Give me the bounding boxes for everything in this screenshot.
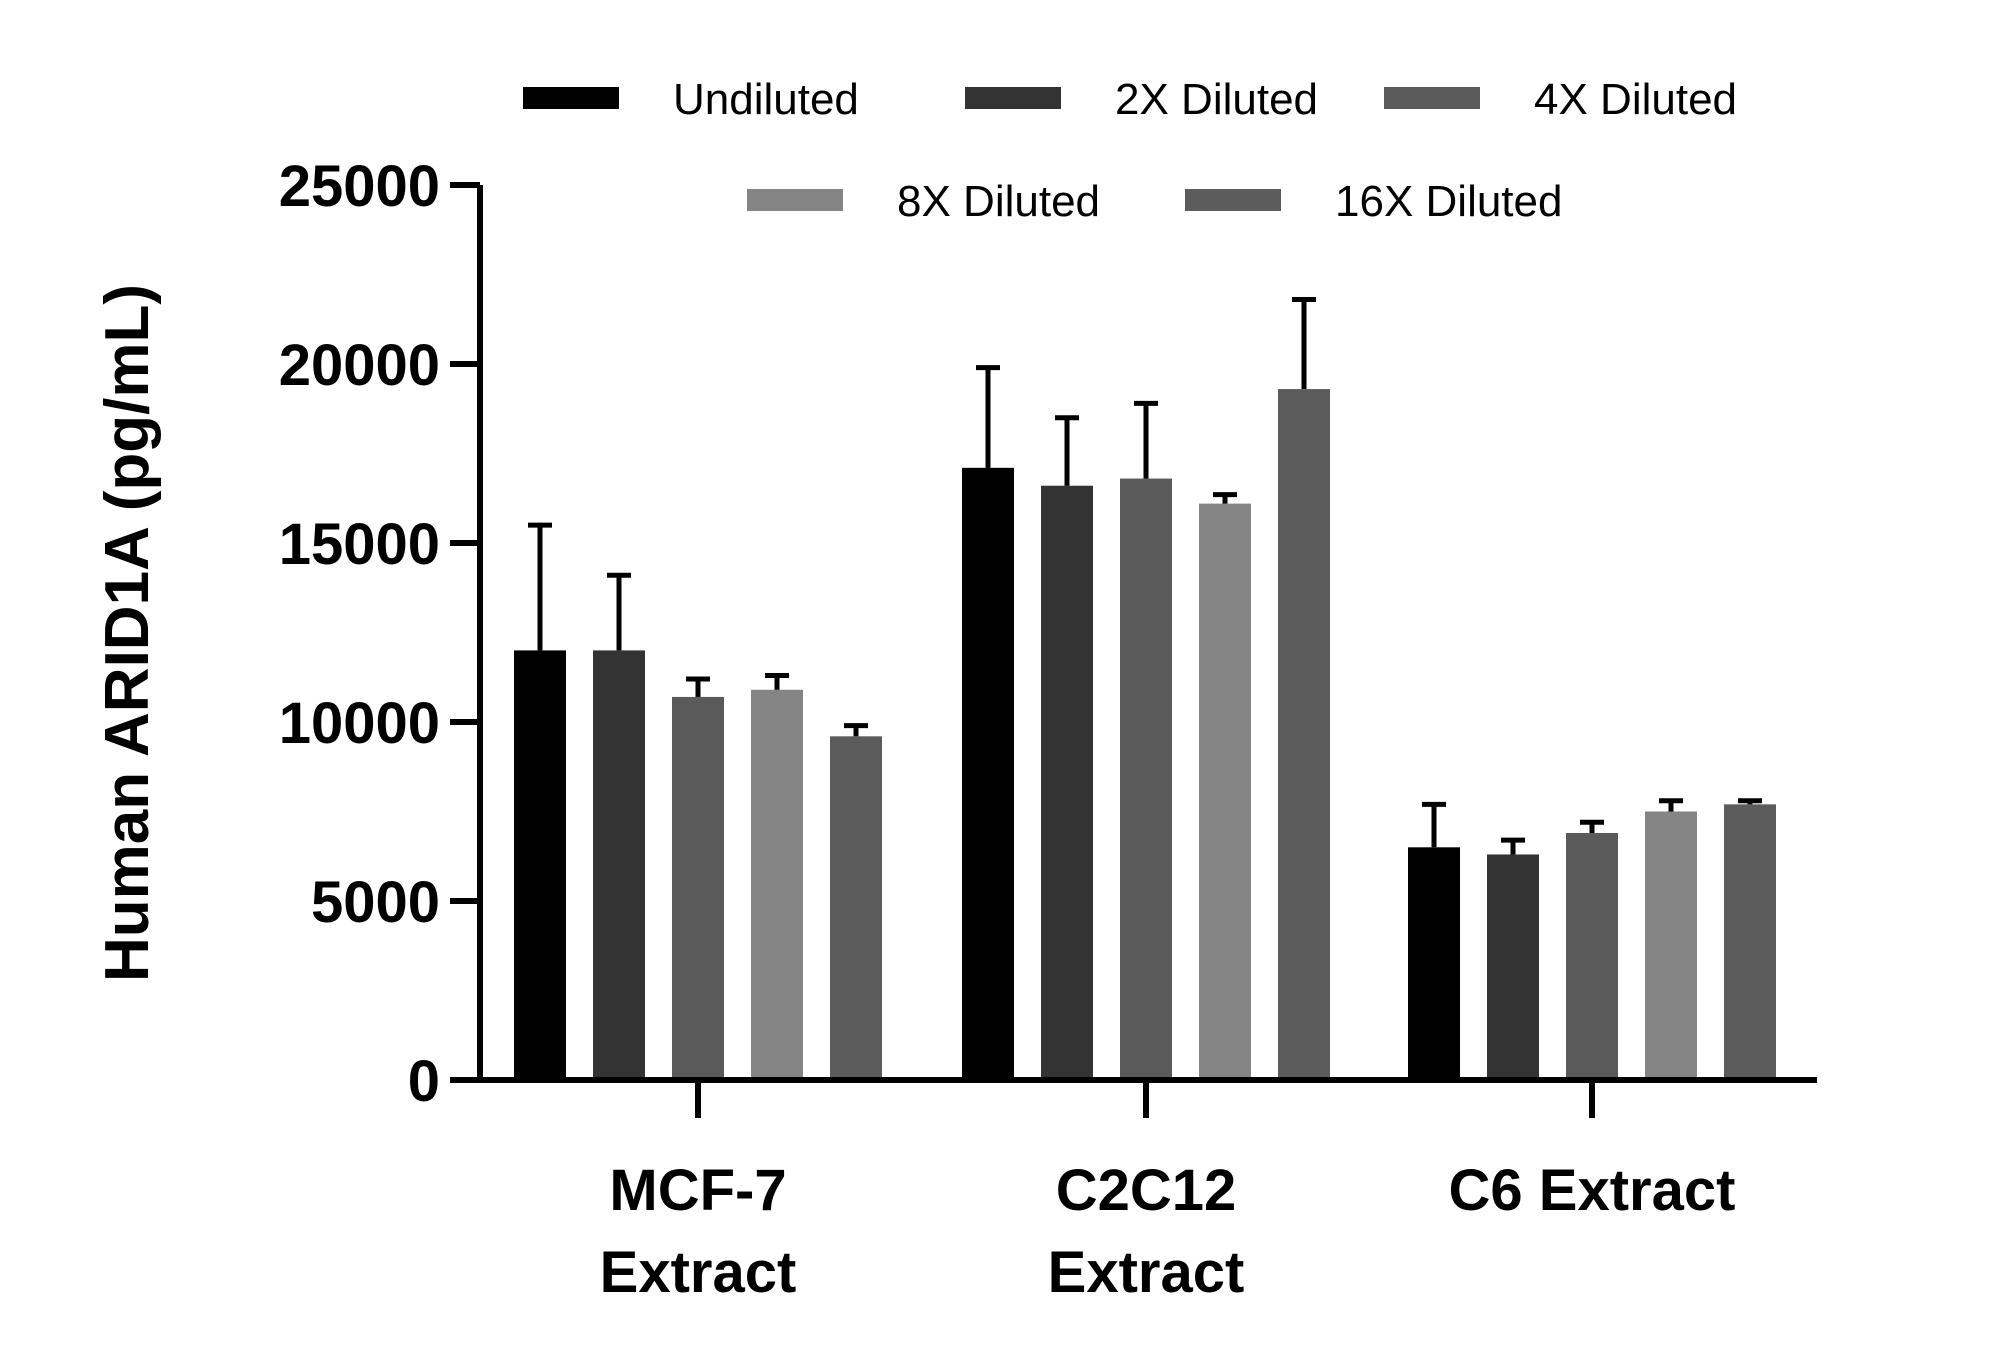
bar — [1645, 811, 1697, 1080]
legend-swatch — [523, 87, 619, 109]
bar — [1199, 503, 1251, 1080]
bar — [751, 689, 803, 1080]
legend-swatch — [747, 189, 843, 211]
legend-swatch — [1384, 87, 1480, 109]
x-category-label: Extract — [1048, 1240, 1245, 1305]
error-bars-group — [528, 297, 1762, 855]
bar — [593, 650, 645, 1080]
bar — [830, 736, 882, 1080]
x-ticks: MCF-7 Extract C2C12 Extract C6 Extract — [600, 1080, 1736, 1305]
y-axis-title: Human ARID1A (pg/mL) — [93, 284, 162, 982]
legend-label: 8X Diluted — [897, 177, 1100, 226]
bar — [1041, 485, 1093, 1081]
bar — [1724, 804, 1776, 1080]
bar — [672, 696, 724, 1080]
legend-label: Undiluted — [673, 75, 859, 124]
y-tick-label: 5000 — [311, 870, 440, 935]
bar — [1487, 854, 1539, 1080]
bar-series-group — [514, 389, 1776, 1081]
y-tick-label: 20000 — [279, 333, 440, 398]
y-tick-label: 0 — [408, 1049, 440, 1114]
legend: Undiluted 2X Diluted 4X Diluted 8X Diluted 1… — [523, 75, 1737, 226]
bar — [1566, 832, 1618, 1080]
bar — [1278, 389, 1330, 1080]
x-category-label: C2C12 — [1056, 1158, 1237, 1223]
legend-label: 4X Diluted — [1534, 75, 1737, 124]
legend-swatch — [1185, 189, 1281, 211]
legend-label: 16X Diluted — [1335, 177, 1562, 226]
y-ticks: 0 5000 10000 15000 20000 25000 — [279, 154, 480, 1114]
x-category-label: Extract — [600, 1240, 797, 1305]
legend-label: 2X Diluted — [1115, 75, 1318, 124]
bar — [962, 467, 1014, 1080]
y-tick-label: 15000 — [279, 512, 440, 577]
y-tick-label: 25000 — [279, 154, 440, 219]
x-category-label: C6 Extract — [1449, 1158, 1736, 1223]
bar — [514, 650, 566, 1080]
legend-swatch — [965, 87, 1061, 109]
bar — [1408, 847, 1460, 1080]
bar — [1120, 478, 1172, 1080]
y-tick-label: 10000 — [279, 691, 440, 756]
x-category-label: MCF-7 — [609, 1158, 786, 1223]
